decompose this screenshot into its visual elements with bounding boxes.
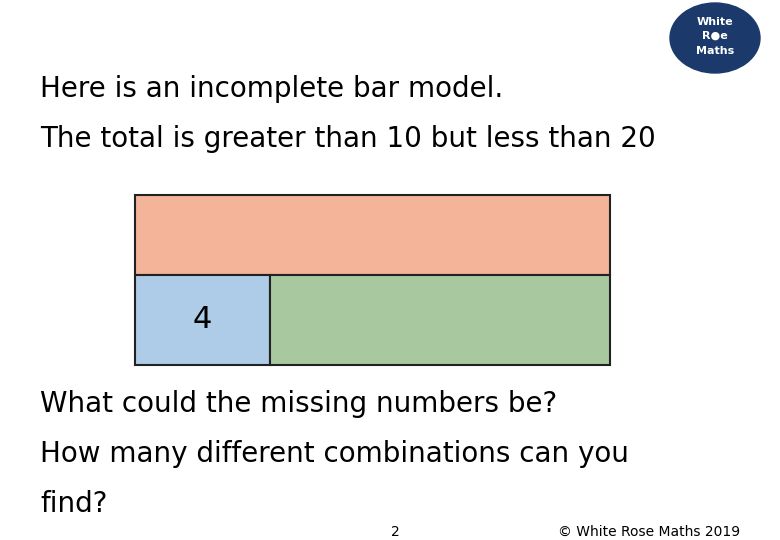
Text: Maths: Maths xyxy=(696,46,734,56)
Text: 2: 2 xyxy=(391,525,399,539)
Text: 4: 4 xyxy=(193,306,212,334)
Text: What could the missing numbers be?: What could the missing numbers be? xyxy=(40,390,557,418)
Bar xyxy=(135,195,610,275)
Ellipse shape xyxy=(670,3,760,73)
Text: find?: find? xyxy=(40,490,108,518)
Text: © White Rose Maths 2019: © White Rose Maths 2019 xyxy=(558,525,740,539)
Text: White: White xyxy=(697,17,733,27)
Text: How many different combinations can you: How many different combinations can you xyxy=(40,440,629,468)
Bar xyxy=(270,275,610,365)
Text: R●e: R●e xyxy=(702,31,728,41)
Text: Here is an incomplete bar model.: Here is an incomplete bar model. xyxy=(40,75,503,103)
Bar xyxy=(135,275,270,365)
Text: The total is greater than 10 but less than 20: The total is greater than 10 but less th… xyxy=(40,125,656,153)
